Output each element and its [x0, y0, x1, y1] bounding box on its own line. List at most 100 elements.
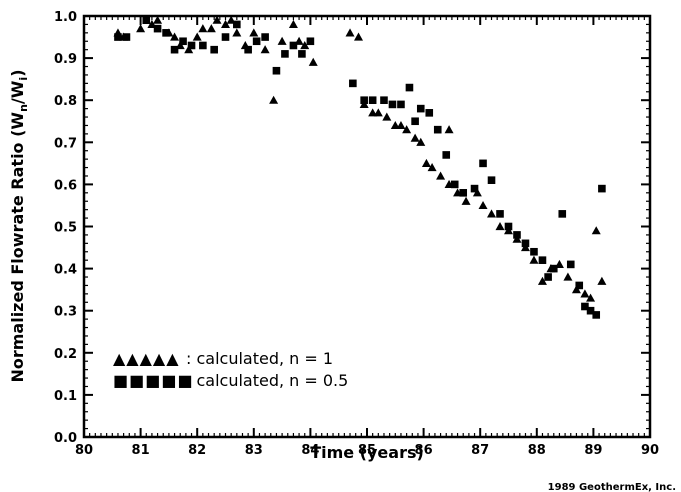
triangle-point — [382, 112, 392, 121]
y-tick-label: 0.6 — [54, 178, 77, 193]
square-point — [575, 281, 584, 290]
y-tick-label: 0.3 — [54, 305, 77, 320]
square-point — [380, 96, 388, 104]
square-point — [199, 41, 207, 50]
x-tick-label: 84 — [301, 443, 319, 458]
triangle-point — [136, 24, 146, 33]
square-point — [558, 210, 567, 218]
triangle-point — [192, 32, 202, 41]
x-tick-label: 82 — [188, 443, 206, 458]
triangle-point — [529, 255, 539, 264]
triangle-point — [410, 133, 420, 142]
square-point — [281, 50, 289, 58]
square-point — [252, 37, 261, 46]
square-point — [538, 256, 547, 264]
legend-square-glyph: ■■■■■ — [113, 371, 194, 390]
y-axis-title-mid: /W — [8, 80, 27, 104]
legend-series-2-label: : calculated, n = 0.5 — [186, 371, 348, 390]
triangle-point — [308, 57, 318, 66]
x-tick-label: 90 — [641, 443, 659, 458]
triangle-point — [277, 36, 287, 45]
y-tick-label: 1.0 — [54, 10, 77, 25]
triangle-point — [478, 200, 488, 210]
x-tick-label: 80 — [75, 443, 93, 458]
triangle-point — [402, 125, 412, 134]
y-tick-label: 0.4 — [54, 263, 77, 278]
square-point — [504, 222, 513, 231]
square-point — [368, 96, 377, 104]
y-tick-label: 0.1 — [54, 389, 77, 404]
y-axis-title-end: ) — [8, 69, 27, 76]
square-point — [187, 41, 196, 50]
triangle-point — [390, 120, 400, 130]
triangle-point — [170, 32, 180, 41]
copyright-footer: 1989 GeothermEx, Inc. — [548, 482, 676, 492]
triangle-point — [260, 45, 270, 54]
triangle-point — [300, 40, 310, 50]
square-point — [586, 306, 595, 315]
triangle-point — [487, 209, 497, 218]
triangle-point — [153, 15, 163, 24]
x-tick-labels: 80 81 82 83 84 85 86 87 88 89 90 — [75, 443, 659, 458]
triangle-point — [373, 108, 383, 117]
square-point — [210, 45, 218, 54]
triangle-point — [212, 15, 222, 24]
triangle-point — [198, 24, 208, 33]
triangle-point — [586, 293, 596, 302]
square-point — [272, 66, 281, 75]
y-tick-label: 0.2 — [54, 347, 77, 362]
square-point — [405, 83, 414, 92]
triangle-point — [345, 28, 355, 37]
legend-triangle-glyph: ▲▲▲▲▲ — [113, 349, 180, 368]
square-point — [233, 20, 241, 29]
square-point — [479, 159, 487, 168]
legend-series-1-label: : calculated, n = 1 — [186, 349, 333, 368]
square-point — [122, 33, 131, 41]
triangle-point — [421, 158, 431, 167]
square-point — [142, 16, 151, 25]
triangle-point — [269, 95, 279, 104]
square-point — [549, 264, 558, 273]
square-point — [521, 239, 530, 248]
x-tick-label: 81 — [132, 443, 150, 458]
triangle-point — [396, 120, 406, 130]
x-tick-label: 87 — [471, 443, 489, 458]
square-point — [306, 37, 315, 46]
square-point — [450, 180, 459, 189]
triangle-point — [597, 276, 607, 285]
square-point — [162, 29, 170, 37]
square-point — [496, 210, 504, 218]
square-point — [592, 311, 601, 319]
square-point — [544, 273, 552, 281]
square-point — [411, 117, 419, 126]
square-point — [397, 100, 405, 109]
square-point — [244, 45, 252, 54]
triangle-point — [354, 32, 364, 41]
square-point — [513, 231, 521, 239]
x-tick-label: 83 — [245, 443, 263, 458]
square-point — [179, 37, 187, 46]
triangle-point — [580, 289, 590, 298]
x-tick-label: 86 — [415, 443, 433, 458]
triangle-point — [444, 125, 454, 134]
x-tick-label: 89 — [584, 443, 602, 458]
y-axis-title-sub2: i — [17, 77, 30, 81]
square-point — [360, 96, 368, 104]
y-tick-label: 0.8 — [54, 94, 77, 109]
square-point — [598, 184, 606, 193]
y-tick-labels: 0.0 0.1 0.2 0.3 0.4 0.5 0.6 0.7 0.8 0.9 1.0 — [54, 10, 77, 446]
y-axis-title-sub1: n — [17, 104, 30, 112]
triangle-point — [591, 226, 601, 235]
square-point — [289, 41, 298, 50]
y-tick-label: 0.7 — [54, 136, 77, 151]
square-point — [170, 45, 179, 54]
triangle-point — [416, 137, 426, 146]
square-point — [470, 184, 479, 193]
square-point — [566, 260, 575, 269]
triangle-point — [249, 28, 259, 37]
y-axis-title-main: Normalized Flowrate Ratio (W — [8, 112, 27, 383]
triangle-point — [368, 108, 378, 117]
square-point — [459, 189, 468, 197]
triangle-point — [221, 19, 230, 29]
